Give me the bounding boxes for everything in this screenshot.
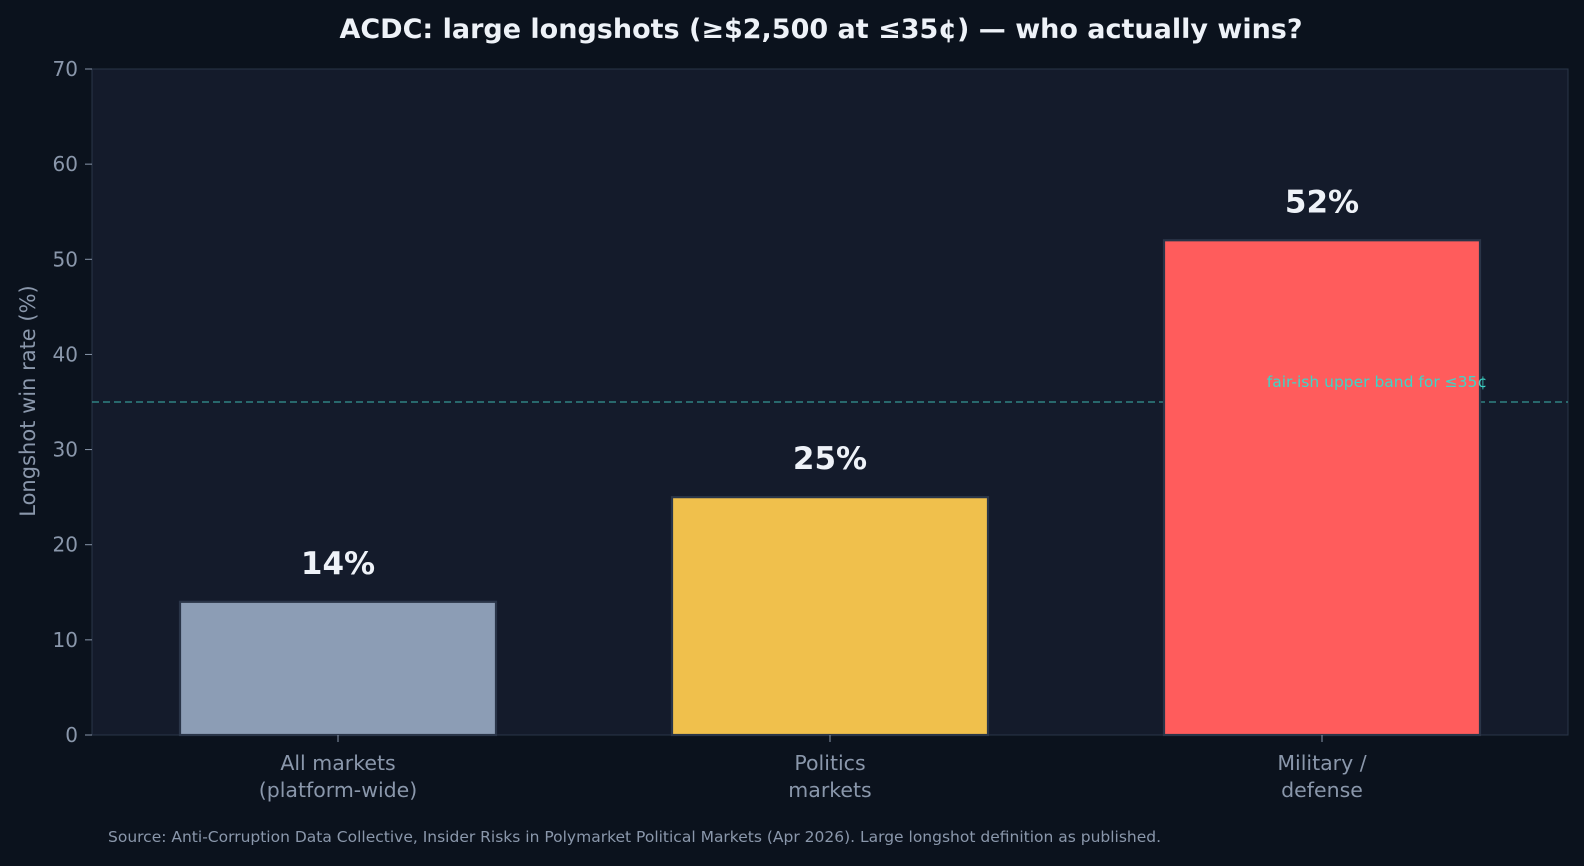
bar [178, 600, 498, 737]
y-tick-label: 0 [65, 723, 78, 747]
source-note: Source: Anti-Corruption Data Collective,… [108, 828, 1161, 846]
x-tick-label: Politics [794, 751, 865, 775]
y-axis-label: Longshot win rate (%) [16, 285, 40, 517]
bar [670, 496, 990, 737]
x-tick-label: All markets [280, 751, 395, 775]
y-tick-label: 40 [53, 342, 78, 366]
x-axis: All markets (platform-wide) Politics market… [259, 735, 1367, 802]
y-tick-label: 60 [53, 152, 78, 176]
value-labels: 14% 25% 52% [301, 184, 1359, 582]
x-tick-label: Military / [1277, 751, 1366, 775]
reference-line-label: fair-ish upper band for ≤35¢ [1267, 373, 1487, 391]
x-tick-label: markets [788, 778, 871, 802]
bar [1162, 239, 1482, 737]
bar-value-label: 25% [793, 441, 867, 477]
x-tick-label: (platform-wide) [259, 778, 418, 802]
y-tick-label: 30 [53, 438, 78, 462]
y-tick-label: 10 [53, 628, 78, 652]
bar-value-label: 14% [301, 546, 375, 582]
bars [178, 239, 1482, 737]
y-tick-label: 50 [53, 247, 78, 271]
chart-title: ACDC: large longshots (≥$2,500 at ≤35¢) … [339, 14, 1302, 45]
bar-value-label: 52% [1285, 184, 1359, 220]
y-tick-label: 70 [53, 57, 78, 81]
x-tick-label: defense [1281, 778, 1363, 802]
y-axis: 0 10 20 30 40 50 60 70 [53, 57, 92, 747]
y-tick-label: 20 [53, 533, 78, 557]
